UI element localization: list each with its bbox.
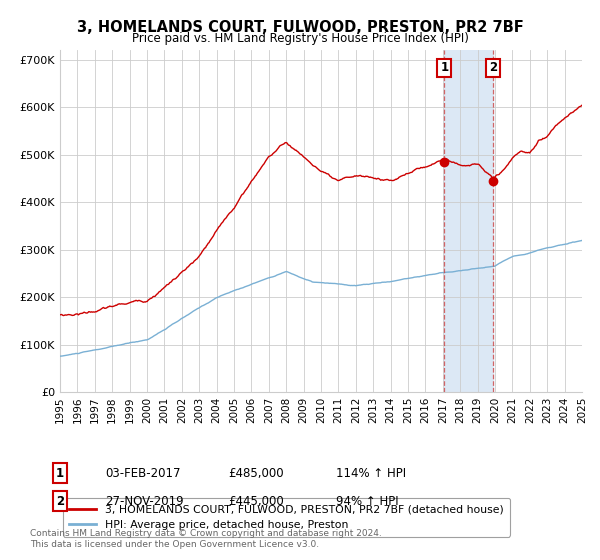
Text: 94% ↑ HPI: 94% ↑ HPI xyxy=(336,494,398,508)
Bar xyxy=(445,50,493,392)
Text: £445,000: £445,000 xyxy=(228,494,284,508)
Text: £485,000: £485,000 xyxy=(228,466,284,480)
Text: 3, HOMELANDS COURT, FULWOOD, PRESTON, PR2 7BF: 3, HOMELANDS COURT, FULWOOD, PRESTON, PR… xyxy=(77,20,523,35)
Text: 1: 1 xyxy=(440,62,448,74)
Text: 2: 2 xyxy=(490,62,497,74)
Legend: 3, HOMELANDS COURT, FULWOOD, PRESTON, PR2 7BF (detached house), HPI: Average pri: 3, HOMELANDS COURT, FULWOOD, PRESTON, PR… xyxy=(63,498,511,536)
Text: 1: 1 xyxy=(56,466,64,480)
Text: Contains HM Land Registry data © Crown copyright and database right 2024.
This d: Contains HM Land Registry data © Crown c… xyxy=(30,529,382,549)
Text: Price paid vs. HM Land Registry's House Price Index (HPI): Price paid vs. HM Land Registry's House … xyxy=(131,32,469,45)
Text: 03-FEB-2017: 03-FEB-2017 xyxy=(105,466,181,480)
Text: 27-NOV-2019: 27-NOV-2019 xyxy=(105,494,184,508)
Text: 114% ↑ HPI: 114% ↑ HPI xyxy=(336,466,406,480)
Text: 2: 2 xyxy=(56,494,64,508)
